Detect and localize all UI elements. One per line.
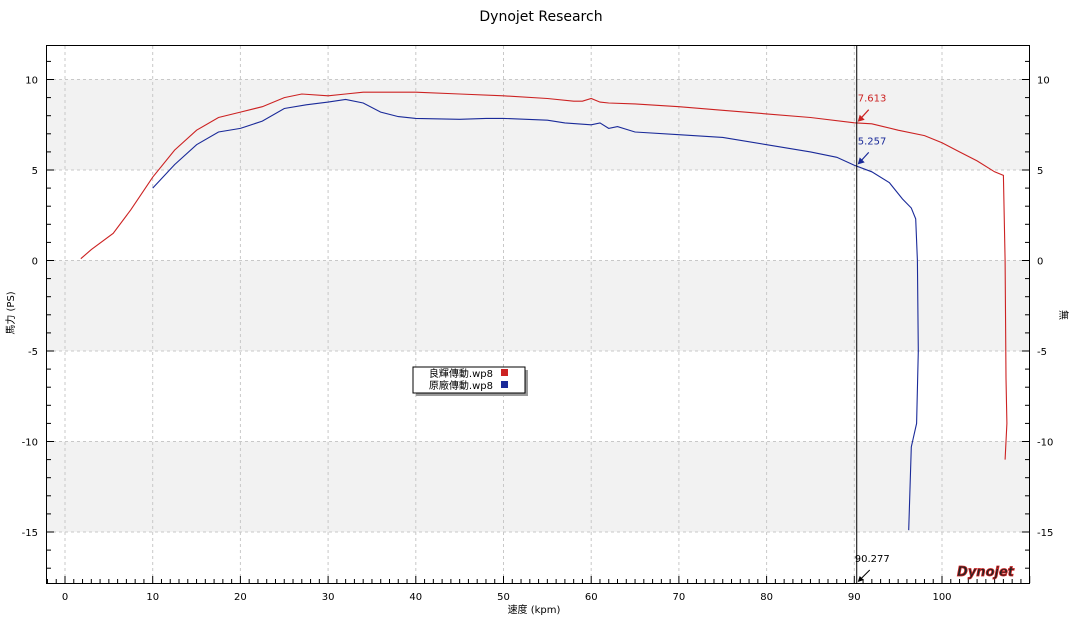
legend-entry-1: 良輝傳動.wp8 [429, 367, 493, 380]
y-tick-label-left: -15 [22, 528, 38, 539]
plot-band [47, 260, 1029, 351]
y-tick-label-left: -10 [22, 438, 38, 449]
y-tick-label-right: 10 [1037, 76, 1050, 87]
dynojet-logo-text: Dynojet [957, 565, 1015, 580]
annotation-arrowhead-1 [857, 114, 865, 122]
x-tick-label: 20 [234, 592, 247, 603]
chart-title: Dynojet Research [479, 9, 602, 25]
y-tick-label-left: 10 [25, 76, 38, 87]
series-layer [80, 91, 1008, 531]
y-axis-right-title: 無 [1057, 310, 1070, 320]
x-tick-label: 70 [673, 592, 686, 603]
y-tick-label-left: 0 [32, 257, 38, 268]
x-tick-label: 30 [322, 592, 335, 603]
y-tick-label-right: 5 [1037, 166, 1043, 177]
annotation-label-2: 5.257 [858, 136, 887, 147]
x-axis-title: 速度 (kpm) [508, 603, 561, 616]
y-tick-label-left: 5 [32, 166, 38, 177]
x-tick-label: 60 [585, 592, 598, 603]
y-axis-title: 馬力 (PS) [4, 291, 17, 334]
grid-lines [47, 46, 1029, 583]
cursor-label: 90.277 [855, 554, 890, 565]
x-tick-label: 10 [146, 592, 159, 603]
annotation-label-1: 7.613 [858, 94, 887, 105]
legend: 良輝傳動.wp8 原廠傳動.wp8 [412, 366, 528, 396]
x-tick-label: 40 [409, 592, 422, 603]
plot-bands [47, 79, 1029, 532]
series-line-2 [152, 98, 919, 531]
y-tick-label-right: 0 [1037, 257, 1043, 268]
series-line-1 [80, 91, 1008, 460]
legend-swatch-2 [501, 381, 508, 388]
y-tick-label-right: -15 [1037, 528, 1053, 539]
x-tick-label: 0 [62, 592, 68, 603]
dynojet-logo: Dynojet [957, 565, 1016, 581]
plot-band [47, 441, 1029, 532]
y-tick-label-left: -5 [28, 347, 38, 358]
x-tick-label: 90 [848, 592, 861, 603]
cursor-layer: 90.277 7.613 5.257 [855, 46, 890, 583]
annotation-arrowhead-2 [857, 157, 865, 165]
legend-entry-2: 原廠傳動.wp8 [429, 379, 493, 392]
cursor-arrow-head [857, 576, 864, 582]
x-tick-label: 100 [932, 592, 951, 603]
plot-band [47, 79, 1029, 170]
y-tick-label-right: -10 [1037, 438, 1053, 449]
legend-swatch-1 [501, 369, 508, 376]
y-tick-label-right: -5 [1037, 347, 1047, 358]
x-tick-label: 80 [760, 592, 773, 603]
x-tick-label: 50 [497, 592, 510, 603]
